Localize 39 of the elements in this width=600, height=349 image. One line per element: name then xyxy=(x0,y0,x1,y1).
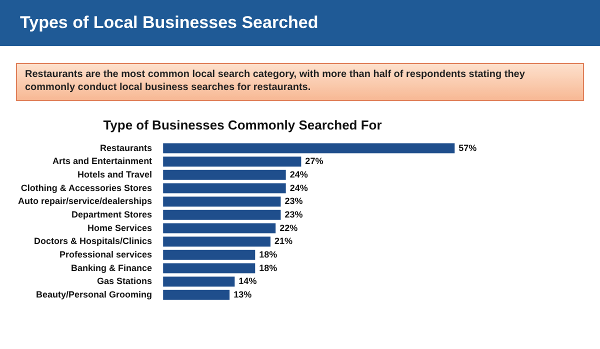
bar xyxy=(163,156,302,167)
data-label: 24% xyxy=(290,182,308,193)
bar xyxy=(163,250,256,260)
text: Restaurants are the most common local search category, with more than half of respondents stating they commonly conduct local business searches for restaurants. xyxy=(16,63,584,101)
bar xyxy=(163,183,286,194)
y-tick-label: Professional services xyxy=(59,249,152,260)
data-label: 13% xyxy=(234,289,252,300)
y-tick-label: Home Services xyxy=(88,222,152,233)
bar xyxy=(163,290,230,300)
bar xyxy=(163,196,281,207)
y-tick-label: Banking & Finance xyxy=(71,262,152,273)
text: Types of Local Businesses Searched xyxy=(0,0,600,46)
bar xyxy=(163,143,455,154)
data-label: 24% xyxy=(290,169,308,180)
data-label: 18% xyxy=(259,262,278,273)
bar xyxy=(163,223,276,234)
y-tick-label: Restaurants xyxy=(100,142,152,153)
y-tick-label: Hotels and Travel xyxy=(78,169,152,180)
y-tick-label: Gas Stations xyxy=(97,276,152,286)
data-label: 27% xyxy=(305,156,324,166)
chart-title: Type of Businesses Commonly Searched For xyxy=(103,117,382,132)
data-label: 22% xyxy=(280,222,298,233)
data-label: 57% xyxy=(458,142,477,153)
bar xyxy=(163,276,235,287)
data-label: 14% xyxy=(238,276,257,286)
data-label: 18% xyxy=(259,249,278,260)
y-tick-label: Clothing & Accessories Stores xyxy=(20,182,152,193)
bar xyxy=(163,170,286,180)
y-tick-label: Department Stores xyxy=(72,209,152,220)
bar xyxy=(163,236,270,247)
y-tick-label: Arts and Entertainment xyxy=(52,156,152,166)
y-tick-label: Doctors & Hospitals/Clinics xyxy=(34,236,152,246)
y-tick-label: Beauty/Personal Grooming xyxy=(36,289,152,300)
bar xyxy=(163,210,281,220)
bar xyxy=(163,263,256,274)
data-label: 23% xyxy=(284,209,303,220)
data-label: 23% xyxy=(284,196,303,206)
y-tick-label: Auto repair/service/dealerships xyxy=(18,196,152,206)
data-label: 21% xyxy=(274,236,293,246)
